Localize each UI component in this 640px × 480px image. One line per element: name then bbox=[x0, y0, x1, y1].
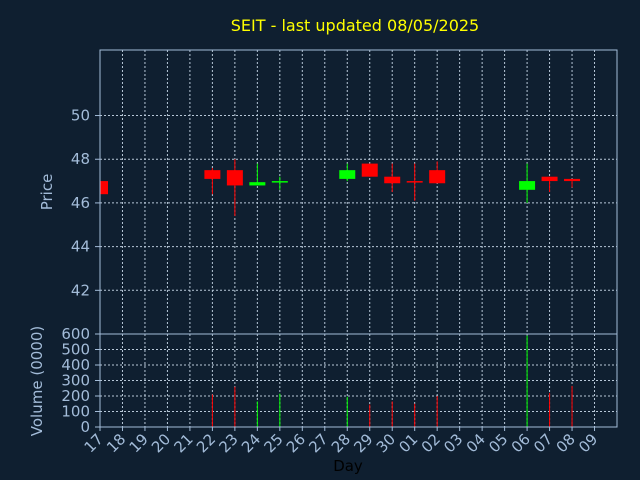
volume-tick-label: 200 bbox=[61, 387, 90, 405]
candle-body bbox=[384, 176, 401, 184]
x-axis-label: Day bbox=[333, 457, 363, 475]
volume-tick-label: 400 bbox=[61, 356, 90, 374]
volume-tick-label: 600 bbox=[61, 325, 90, 343]
candle-body bbox=[361, 163, 378, 177]
price-axis-ticks: 42 44 46 48 50 bbox=[71, 107, 100, 299]
candle-body bbox=[249, 182, 266, 186]
candle-body bbox=[339, 170, 356, 179]
volume-tick-label: 300 bbox=[61, 372, 90, 390]
candle-body bbox=[204, 170, 221, 179]
candles bbox=[99, 159, 581, 217]
volume-tick-label: 100 bbox=[61, 403, 90, 421]
volume-axis-label: Volume (0000) bbox=[28, 326, 46, 436]
candle-body bbox=[541, 176, 558, 182]
volume-tick-label: 0 bbox=[80, 418, 90, 436]
price-axis-label: Price bbox=[38, 174, 56, 211]
volume-bars bbox=[211, 335, 573, 427]
candle-body bbox=[271, 181, 288, 183]
candle-body bbox=[226, 170, 243, 186]
volume-tick-label: 500 bbox=[61, 341, 90, 359]
price-tick-label: 42 bbox=[71, 281, 90, 299]
price-tick-label: 48 bbox=[71, 150, 90, 168]
candle-body bbox=[519, 181, 536, 190]
candle-body bbox=[100, 181, 108, 195]
price-tick-label: 50 bbox=[71, 107, 90, 125]
volume-panel-frame bbox=[99, 333, 618, 428]
price-tick-label: 44 bbox=[71, 238, 90, 256]
candle-body bbox=[406, 181, 423, 183]
price-tick-label: 46 bbox=[71, 194, 90, 212]
chart-title: SEIT - last updated 08/05/2025 bbox=[231, 16, 479, 35]
candle-body bbox=[429, 170, 446, 184]
candle-body bbox=[564, 178, 581, 182]
